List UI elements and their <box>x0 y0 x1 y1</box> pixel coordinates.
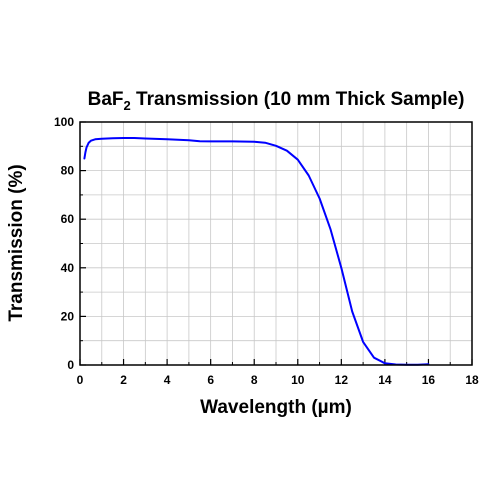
x-tick-label: 12 <box>335 373 349 387</box>
chart-title: BaF2 Transmission (10 mm Thick Sample) <box>88 89 465 113</box>
x-tick-label: 14 <box>378 373 392 387</box>
x-tick-label: 2 <box>120 373 127 387</box>
chart-title-subscript: 2 <box>124 98 131 113</box>
y-tick-labels: 0 20 40 60 80 100 <box>54 115 74 372</box>
y-tick-label: 0 <box>67 358 74 372</box>
grid-lines <box>80 122 472 365</box>
x-tick-label: 10 <box>291 373 305 387</box>
series-line <box>83 137 430 366</box>
x-tick-label: 8 <box>251 373 258 387</box>
x-tick-labels: 0 2 4 6 8 10 12 14 16 18 <box>77 373 479 387</box>
x-axis-label: Wavelength (µm) <box>200 397 352 418</box>
x-tick-label: 6 <box>207 373 214 387</box>
x-tick-label: 0 <box>77 373 84 387</box>
x-tick-label: 16 <box>422 373 436 387</box>
x-tick-label: 4 <box>164 373 171 387</box>
chart-title-part1: BaF <box>88 89 124 110</box>
x-tick-label: 18 <box>465 373 479 387</box>
chart-title-part2: Transmission (10 mm Thick Sample) <box>131 89 465 110</box>
plot-frame <box>79 121 473 366</box>
y-tick-label: 60 <box>61 212 75 226</box>
y-tick-label: 100 <box>54 115 74 129</box>
y-tick-label: 20 <box>61 309 75 323</box>
y-tick-label: 40 <box>61 261 75 275</box>
y-tick-label: 80 <box>61 164 75 178</box>
y-axis-label: Transmission (%) <box>6 164 27 321</box>
